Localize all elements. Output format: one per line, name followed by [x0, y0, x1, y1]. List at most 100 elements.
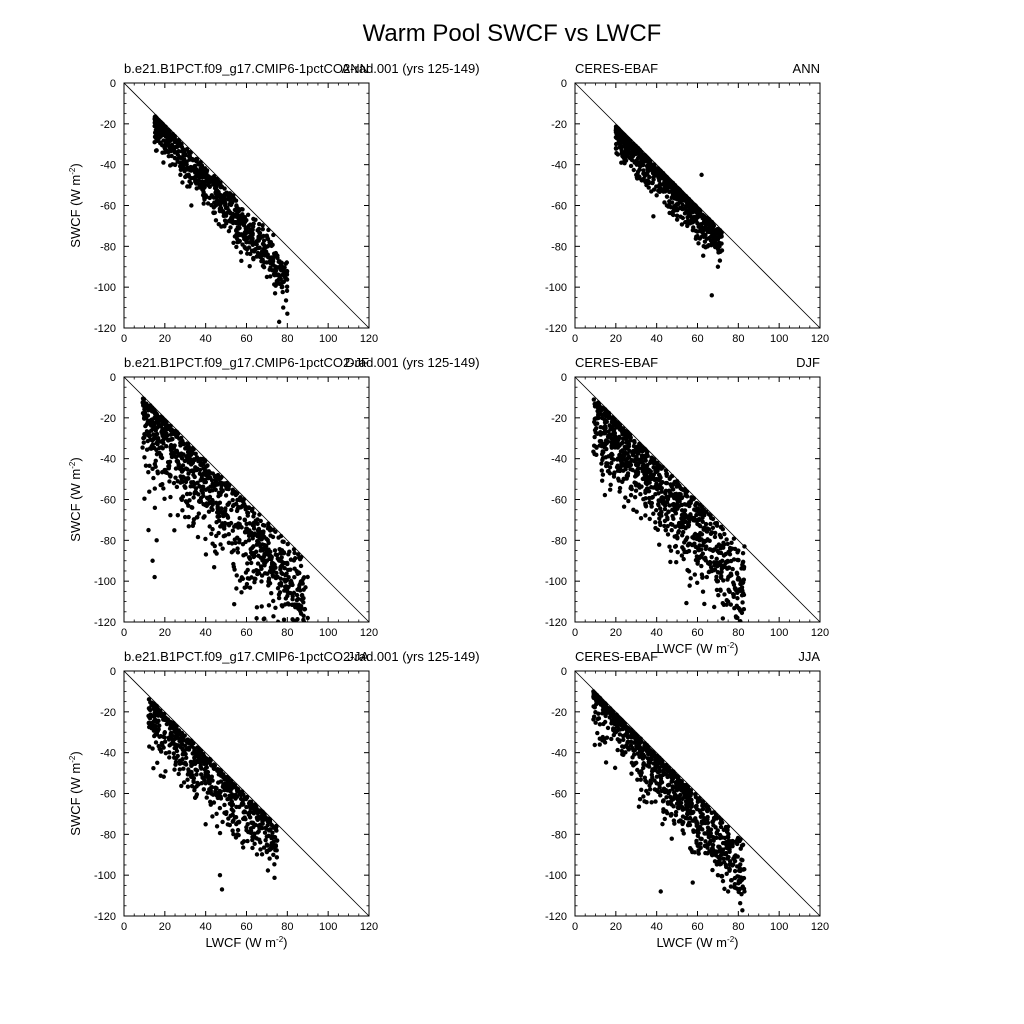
scatter-point — [646, 185, 651, 190]
scatter-point — [236, 208, 242, 214]
scatter-point — [201, 751, 206, 757]
scatter-point — [195, 780, 200, 786]
scatter-point — [661, 809, 666, 814]
scatter-point — [605, 469, 611, 474]
scatter-point — [156, 418, 162, 424]
y-tick-label: -80 — [551, 535, 567, 547]
scatter-point — [236, 832, 241, 838]
scatter-point — [708, 531, 714, 537]
scatter-point — [279, 284, 285, 290]
scatter-point — [644, 481, 650, 487]
scatter-point — [702, 601, 707, 607]
scatter-point — [664, 762, 669, 768]
scatter-point — [184, 147, 190, 152]
scatter-point — [267, 525, 273, 531]
scatter-point — [694, 840, 699, 846]
scatter-point — [676, 499, 681, 504]
scatter-point — [230, 497, 235, 503]
scatter-point — [235, 525, 241, 530]
scatter-point — [192, 157, 197, 163]
scatter-point — [243, 817, 248, 822]
scatter-point — [284, 571, 289, 576]
scatter-point — [688, 576, 693, 581]
scatter-point — [255, 568, 261, 574]
scatter-point — [239, 590, 244, 595]
scatter-point — [191, 775, 197, 781]
scatter-point — [244, 804, 249, 810]
scatter-point — [708, 513, 713, 518]
scatter-point — [267, 569, 273, 574]
scatter-point — [698, 523, 703, 529]
x-tick-label: 80 — [281, 627, 293, 639]
scatter-point — [230, 220, 236, 226]
scatter-point — [274, 828, 279, 833]
scatter-point — [247, 556, 253, 562]
scatter-point — [153, 464, 158, 469]
scatter-point — [729, 540, 734, 546]
scatter-point — [596, 401, 602, 407]
y-tick-label: -120 — [94, 617, 116, 629]
scatter-point — [684, 208, 689, 214]
scatter-point — [599, 468, 605, 473]
scatter-point — [142, 431, 147, 437]
x-tick-label: 0 — [121, 333, 127, 345]
scatter-point — [633, 488, 639, 493]
y-tick-label: -20 — [100, 119, 116, 131]
scatter-point — [270, 242, 275, 248]
scatter-point — [727, 589, 732, 594]
scatter-point — [178, 172, 183, 177]
x-tick-label: 120 — [811, 627, 829, 639]
scatter-point — [684, 600, 689, 606]
scatter-point — [207, 781, 212, 786]
scatter-point — [604, 461, 609, 466]
scatter-point — [649, 485, 654, 490]
scatter-point — [235, 550, 241, 555]
scatter-point — [211, 800, 217, 805]
scatter-point — [209, 193, 214, 198]
scatter-point — [217, 872, 223, 878]
scatter-point — [678, 214, 683, 219]
scatter-point — [266, 227, 271, 233]
scatter-point — [658, 793, 663, 798]
scatter-point — [714, 587, 720, 593]
scatter-point — [593, 720, 598, 725]
scatter-point — [627, 138, 632, 143]
scatter-point — [740, 842, 746, 847]
scatter-point — [724, 537, 729, 542]
scatter-point — [603, 455, 608, 460]
scatter-point — [183, 466, 189, 471]
scatter-point — [709, 554, 714, 560]
scatter-point — [714, 523, 720, 528]
scatter-point — [167, 472, 172, 477]
scatter-point — [290, 596, 295, 602]
scatter-point — [255, 830, 261, 835]
y-tick-label: -80 — [551, 241, 567, 253]
x-tick-label: 100 — [770, 333, 788, 345]
scatter-point — [217, 206, 223, 211]
scatter-point — [152, 486, 158, 491]
scatter-point — [201, 501, 206, 507]
scatter-point — [659, 485, 664, 491]
x-tick-label: 120 — [360, 333, 378, 345]
scatter-point — [276, 535, 281, 540]
scatter-point — [153, 727, 159, 732]
scatter-point — [180, 756, 185, 762]
scatter-point — [635, 767, 640, 773]
scatter-point — [174, 157, 180, 162]
scatter-point — [206, 509, 212, 514]
scatter-point — [691, 829, 696, 835]
scatter-point — [220, 546, 225, 551]
scatter-point — [199, 772, 204, 777]
scatter-point — [180, 180, 185, 185]
scatter-point — [723, 559, 729, 565]
scatter-point — [694, 819, 699, 824]
scatter-point — [694, 234, 699, 239]
scatter-point — [213, 790, 219, 795]
scatter-point — [182, 483, 187, 489]
scatter-point — [629, 771, 634, 776]
scatter-point — [683, 526, 688, 531]
scatter-point — [675, 481, 681, 487]
scatter-point — [679, 533, 685, 538]
scatter-point — [631, 507, 636, 513]
scatter-point — [654, 481, 659, 486]
